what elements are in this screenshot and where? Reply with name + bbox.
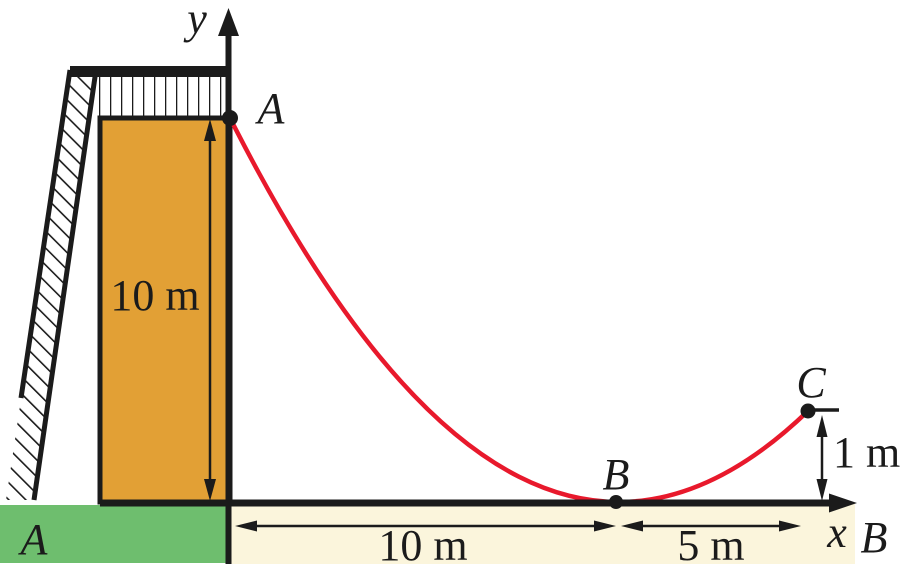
point-c-dot bbox=[800, 403, 816, 419]
column-dim-down-arrowhead bbox=[204, 479, 216, 501]
x-axis bbox=[100, 493, 857, 513]
column-height-dimension bbox=[204, 119, 216, 501]
span-ab-right-arrowhead bbox=[594, 520, 616, 532]
wall-block bbox=[0, 505, 231, 563]
span-bc-right-arrowhead bbox=[779, 520, 801, 532]
point-b-dot bbox=[609, 495, 623, 509]
support-strut bbox=[6, 69, 99, 501]
y-axis-arrowhead bbox=[218, 8, 239, 36]
column-dim-up-arrowhead bbox=[204, 119, 216, 141]
strut-left-edge bbox=[18, 69, 73, 399]
support-beam bbox=[70, 66, 231, 77]
height-c-down-arrowhead bbox=[816, 479, 828, 501]
point-a-label: A bbox=[255, 84, 286, 133]
support-vertical-hatch bbox=[98, 76, 230, 118]
corner-b-label: B bbox=[861, 513, 888, 562]
y-axis-label: y bbox=[183, 0, 207, 43]
point-c-label: C bbox=[796, 358, 826, 407]
ground-strip bbox=[231, 503, 855, 564]
span-ab-left-arrowhead bbox=[235, 520, 257, 532]
strut-hatch bbox=[6, 70, 96, 500]
span-bc-label: 5 m bbox=[677, 521, 744, 570]
height-c-dimension bbox=[811, 408, 839, 501]
wall-block-label: A bbox=[18, 515, 49, 564]
point-a-dot bbox=[222, 110, 238, 126]
span-ab-dimension bbox=[235, 520, 616, 532]
x-axis-label: x bbox=[826, 508, 847, 557]
span-bc-dimension bbox=[621, 520, 801, 532]
span-bc-left-arrowhead bbox=[621, 520, 643, 532]
height-c-up-arrowhead bbox=[816, 415, 828, 437]
span-ab-label: 10 m bbox=[378, 521, 467, 570]
strut-right-edge bbox=[31, 69, 99, 501]
point-b-label: B bbox=[603, 450, 630, 499]
x-axis-arrowhead bbox=[829, 493, 857, 513]
column bbox=[97, 115, 233, 505]
cable-curve bbox=[227, 115, 811, 505]
height-c-label: 1 m bbox=[833, 428, 900, 477]
column-height-label: 10 m bbox=[110, 271, 199, 320]
